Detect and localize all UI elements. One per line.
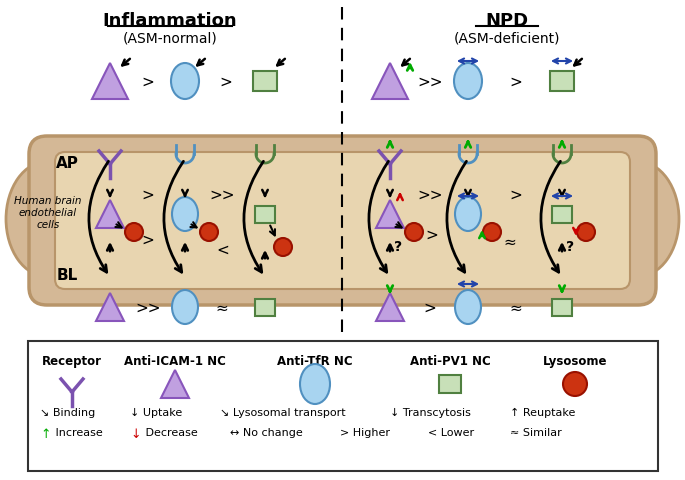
Text: ↔ No change: ↔ No change — [230, 427, 303, 437]
Text: ≈: ≈ — [216, 300, 228, 315]
Ellipse shape — [171, 64, 199, 100]
Bar — [439, 375, 461, 393]
Text: (ASM-normal): (ASM-normal) — [123, 32, 217, 46]
Text: ↓: ↓ — [130, 427, 140, 440]
Text: > Higher: > Higher — [340, 427, 390, 437]
Text: NPD: NPD — [486, 12, 529, 30]
Polygon shape — [96, 201, 124, 228]
Ellipse shape — [455, 290, 481, 324]
Text: < Lower: < Lower — [428, 427, 474, 437]
Circle shape — [577, 224, 595, 241]
Bar — [552, 206, 572, 223]
Text: >: > — [142, 232, 154, 247]
Text: ?: ? — [394, 240, 402, 253]
Circle shape — [563, 372, 587, 396]
Text: >>: >> — [417, 187, 443, 202]
Text: ?: ? — [566, 240, 574, 253]
Text: Inflammation: Inflammation — [103, 12, 237, 30]
Text: >: > — [423, 300, 436, 315]
Ellipse shape — [455, 198, 481, 231]
FancyBboxPatch shape — [29, 137, 656, 305]
Circle shape — [200, 224, 218, 241]
Polygon shape — [376, 293, 404, 321]
Text: ↑ Reuptake: ↑ Reuptake — [510, 407, 575, 417]
Text: Anti-ICAM-1 NC: Anti-ICAM-1 NC — [124, 354, 226, 367]
Ellipse shape — [172, 198, 198, 231]
Text: <: < — [216, 242, 229, 257]
Text: ↓ Transcytosis: ↓ Transcytosis — [390, 407, 471, 417]
Polygon shape — [161, 370, 189, 398]
Text: Receptor: Receptor — [42, 354, 102, 367]
Bar — [550, 72, 574, 92]
Ellipse shape — [454, 64, 482, 100]
Polygon shape — [376, 201, 404, 228]
Bar — [255, 206, 275, 223]
Text: Increase: Increase — [52, 427, 103, 437]
Circle shape — [405, 224, 423, 241]
Polygon shape — [92, 64, 128, 100]
Text: >: > — [510, 187, 523, 202]
Text: AP: AP — [55, 155, 79, 170]
Ellipse shape — [6, 162, 88, 277]
Text: BL: BL — [56, 267, 77, 282]
Text: (ASM-deficient): (ASM-deficient) — [453, 32, 560, 46]
Text: >>: >> — [417, 74, 443, 89]
Text: ↘ Binding: ↘ Binding — [40, 407, 95, 417]
Text: >: > — [510, 74, 523, 89]
Circle shape — [483, 224, 501, 241]
Text: ↘ Lysosomal transport: ↘ Lysosomal transport — [220, 407, 346, 417]
Text: >: > — [142, 187, 154, 202]
Ellipse shape — [597, 162, 679, 277]
Polygon shape — [96, 293, 124, 321]
Text: >: > — [220, 74, 232, 89]
Polygon shape — [372, 64, 408, 100]
Text: ≈: ≈ — [510, 300, 523, 315]
Text: ↓ Uptake: ↓ Uptake — [130, 407, 182, 417]
Text: ↑: ↑ — [40, 427, 51, 440]
Text: Lysosome: Lysosome — [543, 354, 607, 367]
Bar — [552, 299, 572, 316]
Text: Human brain
endothelial
cells: Human brain endothelial cells — [14, 196, 82, 229]
Ellipse shape — [172, 290, 198, 324]
Text: >>: >> — [135, 300, 161, 315]
Text: Decrease: Decrease — [142, 427, 198, 437]
Bar — [253, 72, 277, 92]
FancyBboxPatch shape — [55, 153, 630, 289]
Text: ≈: ≈ — [503, 234, 516, 249]
Ellipse shape — [300, 364, 330, 404]
Circle shape — [274, 239, 292, 256]
Text: >>: >> — [209, 187, 235, 202]
Text: ≈ Similar: ≈ Similar — [510, 427, 562, 437]
Text: >: > — [142, 74, 154, 89]
Text: Anti-PV1 NC: Anti-PV1 NC — [410, 354, 490, 367]
Text: >: > — [425, 227, 438, 242]
Circle shape — [125, 224, 143, 241]
Bar — [28, 341, 658, 471]
Bar — [255, 299, 275, 316]
Text: Anti-TfR NC: Anti-TfR NC — [277, 354, 353, 367]
